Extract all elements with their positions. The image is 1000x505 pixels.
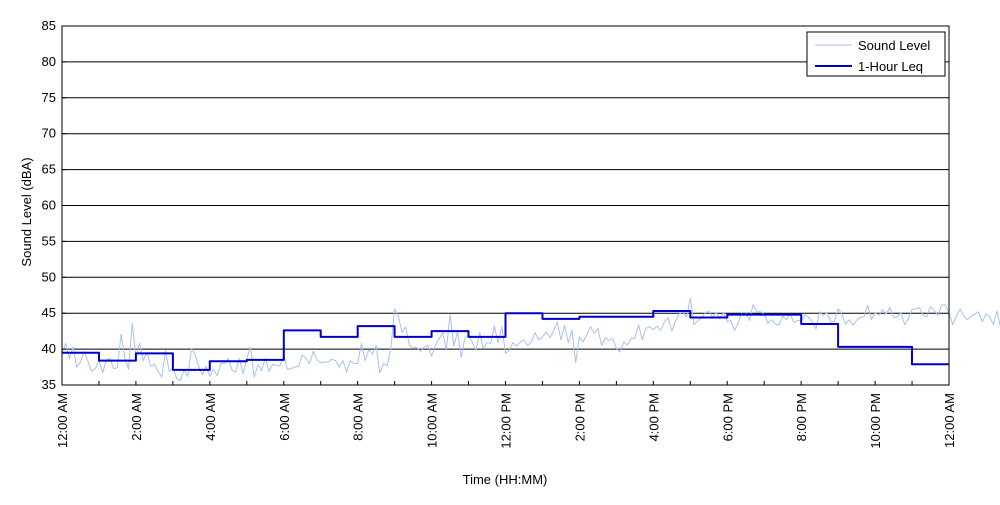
x-tick-label-0: 12:00 AM [55, 393, 70, 448]
series-line-1-hour-leq [62, 310, 949, 371]
x-tick-label-11: 10:00 PM [868, 393, 883, 449]
y-tick-label-40: 40 [42, 341, 56, 356]
x-axis-title: Time (HH:MM) [463, 472, 548, 487]
series-layer [61, 297, 1000, 382]
x-tick-label-7: 2:00 PM [572, 393, 587, 441]
x-tick-label-3: 6:00 AM [277, 393, 292, 441]
x-tick-label-8: 4:00 PM [646, 393, 661, 441]
x-tick-label-9: 6:00 PM [720, 393, 735, 441]
x-tick-label-2: 4:00 AM [203, 393, 218, 441]
y-tick-label-80: 80 [42, 54, 56, 69]
y-tick-label-70: 70 [42, 126, 56, 141]
y-tick-label-45: 45 [42, 305, 56, 320]
legend-label-1-hour-leq: 1-Hour Leq [858, 59, 923, 74]
x-tick-label-10: 8:00 PM [794, 393, 809, 441]
legend-box [806, 31, 946, 77]
x-tick-label-4: 8:00 AM [351, 393, 366, 441]
y-tick-label-60: 60 [42, 198, 56, 213]
x-tick-label-1: 2:00 AM [129, 393, 144, 441]
y-tick-label-75: 75 [42, 90, 56, 105]
x-tick-label-5: 10:00 AM [425, 393, 440, 448]
axis-ticks: 35 40 45 50 55 60 65 70 75 80 85 12:00 AM 2:00 AM 4:0… [42, 18, 957, 449]
x-tick-label-12: 12:00 AM [942, 393, 957, 448]
legend-label-sound-level: Sound Level [858, 38, 930, 53]
y-axis-title: Sound Level (dBA) [19, 157, 34, 266]
y-tick-label-35: 35 [42, 377, 56, 392]
y-tick-label-55: 55 [42, 233, 56, 248]
y-tick-label-65: 65 [42, 162, 56, 177]
series-line-sound-level [61, 297, 1000, 382]
legend: Sound Level 1-Hour Leq [806, 31, 946, 77]
x-tick-label-6: 12:00 PM [499, 393, 514, 449]
y-tick-label-85: 85 [42, 18, 56, 33]
y-tick-label-50: 50 [42, 269, 56, 284]
